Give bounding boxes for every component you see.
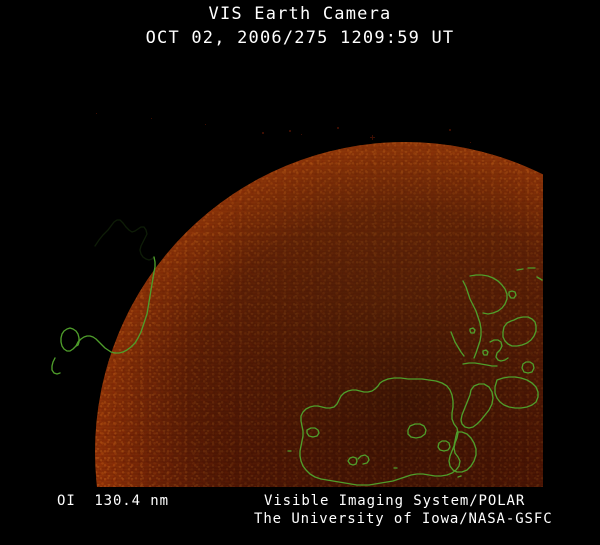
wavelength-label: OI 130.4 nm — [57, 493, 169, 509]
coastline-northeast-asia-limb — [94, 219, 155, 261]
page-title: VIS Earth Camera — [208, 4, 392, 24]
earth-image-frame — [0, 96, 543, 487]
observation-datetime: OCT 02, 2006/275 1209:59 UT — [145, 28, 455, 48]
earth-disk — [95, 142, 543, 487]
institution-credit: The University of Iowa/NASA-GSFC — [254, 511, 553, 527]
coastline-korea-peninsula — [60, 327, 80, 352]
earth-disk-noise — [95, 142, 543, 487]
coastline-southeast-asia-west — [51, 357, 61, 375]
earth-disk-scanlines — [95, 142, 543, 487]
instrument-credit: Visible Imaging System/POLAR — [264, 493, 526, 509]
earth-limb-airglow — [95, 142, 543, 487]
